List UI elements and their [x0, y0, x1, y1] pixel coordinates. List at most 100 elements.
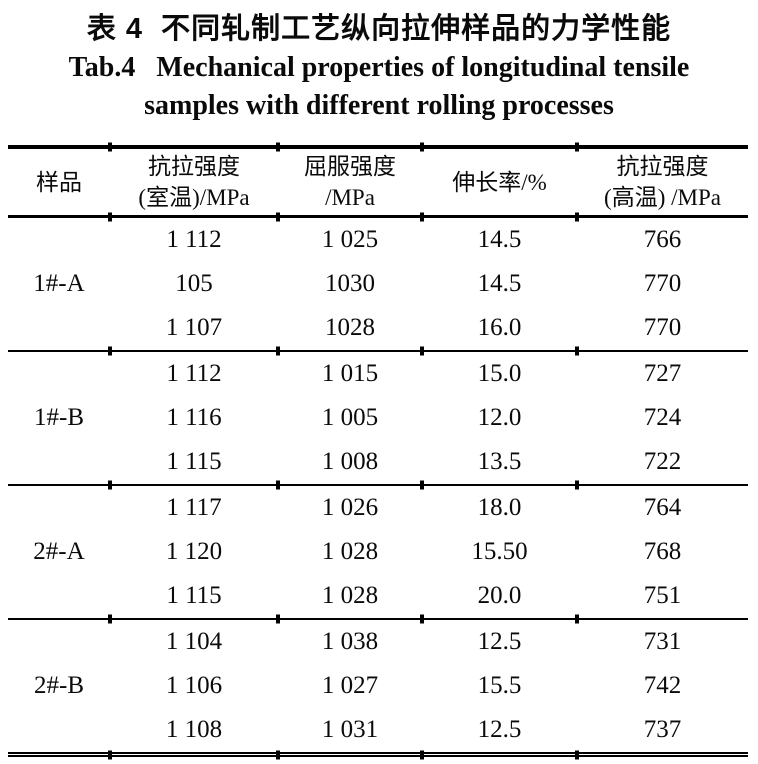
table-cell: 764: [643, 494, 682, 521]
sample-label: 2#-A: [33, 538, 85, 565]
column-tick: [108, 750, 112, 759]
table-cell: 770: [643, 270, 682, 297]
column-tick: [108, 614, 112, 624]
header-tensile-ht: 抗拉强度 (高温) /MPa: [577, 151, 748, 213]
table-cell: 1 028: [321, 538, 379, 565]
table-cell: 737: [643, 716, 682, 743]
table-title-english-line2: samples with different rolling processes: [144, 90, 614, 121]
table-cell: 1 104: [165, 628, 223, 655]
column-tick: [276, 750, 280, 759]
table-rule-bottom: [8, 750, 748, 759]
table-cell: 1 038: [321, 628, 379, 655]
header-sample: 样品: [8, 167, 110, 198]
table-cell: 1 117: [166, 494, 222, 521]
column-tick: [575, 480, 579, 490]
table-cell: 1 027: [321, 672, 379, 699]
table-cell: 20.0: [477, 582, 522, 609]
data-table: 样品 抗拉强度 (室温)/MPa 屈服强度 /MPa 伸长率/% 抗拉强度 (高…: [8, 142, 748, 759]
table-rule-divider: [8, 346, 748, 356]
header-elongation: 伸长率/%: [422, 167, 577, 198]
column-tick: [420, 142, 424, 152]
column-tick: [575, 142, 579, 152]
table-group-1A: 1#-A 1 112 1 025 14.5 766 105 1030 14.5 …: [8, 218, 748, 350]
table-cell: 1 025: [321, 226, 379, 253]
sample-label: 1#-B: [34, 404, 84, 431]
table-cell: 14.5: [477, 226, 522, 253]
table-cell: 751: [643, 582, 682, 609]
column-tick: [575, 346, 579, 356]
table-cell: 16.0: [477, 314, 522, 341]
table-header-row: 样品 抗拉强度 (室温)/MPa 屈服强度 /MPa 伸长率/% 抗拉强度 (高…: [8, 149, 748, 215]
header-tensile-ht-line2: (高温) /MPa: [604, 185, 721, 210]
table-cell: 1 116: [166, 404, 222, 431]
table-cell: 1 005: [321, 404, 379, 431]
column-tick: [575, 750, 579, 759]
table-cell: 724: [643, 404, 682, 431]
header-tensile-ht-line1: 抗拉强度: [616, 154, 709, 179]
table-group-2B: 2#-B 1 104 1 038 12.5 731 1 106 1 027 15…: [8, 620, 748, 752]
column-tick: [108, 212, 112, 221]
table-cell: 1 120: [165, 538, 223, 565]
table-cell: 742: [643, 672, 682, 699]
table-cell: 1 106: [165, 672, 223, 699]
column-tick: [108, 480, 112, 490]
column-tick: [575, 212, 579, 221]
column-tick: [276, 212, 280, 221]
column-tick: [108, 346, 112, 356]
table-cell: 768: [643, 538, 682, 565]
table-cell: 15.50: [471, 538, 528, 565]
table-rule-divider: [8, 614, 748, 624]
table-cell: 1028: [325, 314, 375, 341]
table-cell: 1 107: [165, 314, 223, 341]
table-cell: 1 015: [321, 360, 379, 387]
header-yield: 屈服强度 /MPa: [278, 151, 422, 213]
column-tick: [276, 142, 280, 152]
header-elongation-label: 伸长率/%: [452, 169, 547, 195]
header-tensile-rt-line2: (室温)/MPa: [138, 185, 250, 210]
column-tick: [420, 212, 424, 221]
table-cell: 770: [643, 314, 682, 341]
table-cell: 1 112: [166, 226, 222, 253]
header-yield-line2: /MPa: [325, 185, 375, 210]
table-rule-top: [8, 142, 748, 152]
table-cell: 15.0: [477, 360, 522, 387]
table-cell: 15.5: [477, 672, 522, 699]
column-tick: [108, 142, 112, 152]
sample-label: 1#-A: [33, 270, 85, 297]
column-tick: [420, 750, 424, 759]
table-cell: 1 028: [321, 582, 379, 609]
table-title-chinese: 表 4 不同轧制工艺纵向拉伸样品的力学性能: [86, 13, 672, 45]
table-cell: 1 112: [166, 360, 222, 387]
table-group-1B: 1#-B 1 112 1 015 15.0 727 1 116 1 005 12…: [8, 352, 748, 484]
table-cell: 1 115: [166, 582, 222, 609]
table-cell: 731: [643, 628, 682, 655]
column-tick: [420, 346, 424, 356]
table-cell: 13.5: [477, 448, 522, 475]
table-rule-divider: [8, 480, 748, 490]
column-tick: [420, 614, 424, 624]
header-sample-label: 样品: [36, 169, 82, 195]
table-cell: 1 108: [165, 716, 223, 743]
table-cell: 12.5: [477, 628, 522, 655]
table-cell: 105: [175, 270, 213, 297]
table-rule-header: [8, 212, 748, 221]
table-cell: 12.0: [477, 404, 522, 431]
header-yield-line1: 屈服强度: [304, 154, 396, 179]
table-cell: 14.5: [477, 270, 522, 297]
table-cell: 1 115: [166, 448, 222, 475]
table-cell: 766: [643, 226, 682, 253]
column-tick: [276, 480, 280, 490]
table-cell: 18.0: [477, 494, 522, 521]
table-title-english-line1: Tab.4 Mechanical properties of longitudi…: [68, 52, 690, 83]
table-cell: 1030: [325, 270, 375, 297]
table-cell: 1 031: [321, 716, 379, 743]
sample-label: 2#-B: [34, 672, 84, 699]
column-tick: [575, 614, 579, 624]
column-tick: [276, 346, 280, 356]
header-tensile-rt: 抗拉强度 (室温)/MPa: [110, 151, 278, 213]
table-group-2A: 2#-A 1 117 1 026 18.0 764 1 120 1 028 15…: [8, 486, 748, 618]
column-tick: [420, 480, 424, 490]
table-cell: 727: [643, 360, 682, 387]
table-cell: 722: [643, 448, 682, 475]
